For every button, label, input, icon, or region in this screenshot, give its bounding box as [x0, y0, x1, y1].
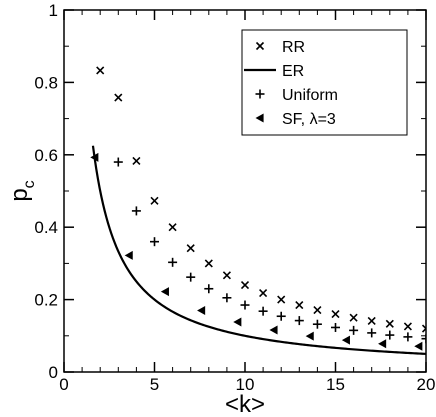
sf-point [378, 339, 387, 349]
legend: RR ER Uniform SF, λ=3 [241, 29, 408, 136]
uniform-point [421, 334, 426, 344]
y-axis-label-main: p [6, 188, 33, 201]
rr-point [385, 319, 394, 328]
legend-marker-sf [255, 113, 264, 123]
y-axis-label: pc [6, 180, 38, 201]
legend-rr-label: RR [282, 39, 305, 56]
legend-marker-uniform [255, 89, 265, 99]
uniform-point [240, 300, 250, 310]
y-axis-label-subscript: c [21, 180, 38, 188]
rr-point [222, 271, 231, 280]
uniform-point [349, 325, 359, 335]
axis-ticks: 0 5 10 15 20 0 0.2 0.4 0.6 0.8 1 [34, 1, 435, 394]
uniform-point [113, 157, 123, 167]
x-tick-label: 10 [236, 375, 255, 394]
uniform-point [258, 306, 268, 316]
sf-point [305, 331, 314, 341]
x-tick-label: 15 [326, 375, 345, 394]
rr-point [277, 295, 286, 304]
x-tick-label: 20 [417, 375, 436, 394]
y-tick-label: 0.8 [34, 73, 58, 92]
rr-point [240, 281, 250, 290]
rr-point [367, 316, 376, 326]
uniform-point [385, 330, 395, 340]
x-axis-label: <k> [225, 391, 265, 417]
rr-point [96, 66, 105, 75]
sf-point [90, 152, 99, 162]
uniform-point [222, 293, 232, 303]
rr-point [331, 310, 340, 319]
uniform-point [403, 332, 413, 342]
legend-marker-rr [255, 41, 265, 51]
uniform-point [276, 311, 286, 321]
uniform-point [168, 257, 178, 267]
er-curve-layer [91, 145, 426, 355]
er-curve [91, 145, 426, 355]
rr-point [349, 313, 358, 322]
legend-box [241, 29, 408, 136]
rr-point [204, 259, 213, 268]
sf-point [269, 325, 278, 335]
rr-point [132, 156, 141, 166]
rr-point [295, 300, 304, 310]
x-tick-label: 5 [150, 375, 159, 394]
uniform-point [204, 284, 214, 294]
uniform-point [312, 319, 322, 329]
sf-point [197, 305, 206, 315]
uniform-point [150, 237, 159, 247]
legend-uniform-label: Uniform [282, 87, 338, 104]
y-tick-label: 0 [49, 363, 58, 382]
rr-point [186, 244, 195, 253]
rr-point [168, 223, 177, 232]
data-points [90, 66, 426, 351]
sf-point [414, 341, 423, 351]
x-tick-label: 0 [59, 375, 68, 394]
y-tick-label: 0.6 [34, 146, 58, 165]
rr-point [150, 196, 159, 205]
y-tick-label: 1 [49, 1, 58, 20]
uniform-point [367, 328, 377, 338]
rr-point [259, 289, 268, 298]
rr-point [313, 306, 322, 315]
rr-point [114, 93, 123, 102]
y-tick-label: 0.2 [34, 291, 58, 310]
sf-point [124, 250, 133, 260]
sf-point [341, 335, 350, 345]
legend-er-label: ER [282, 63, 304, 80]
y-tick-label: 0.4 [34, 218, 58, 237]
rr-point [421, 324, 426, 333]
uniform-point [294, 316, 304, 326]
rr-point [403, 322, 412, 331]
uniform-point [186, 272, 196, 282]
uniform-point [331, 322, 340, 332]
sf-point [233, 317, 242, 327]
legend-sf-label: SF, λ=3 [282, 111, 336, 128]
uniform-point [131, 206, 141, 216]
sf-point [160, 287, 169, 297]
